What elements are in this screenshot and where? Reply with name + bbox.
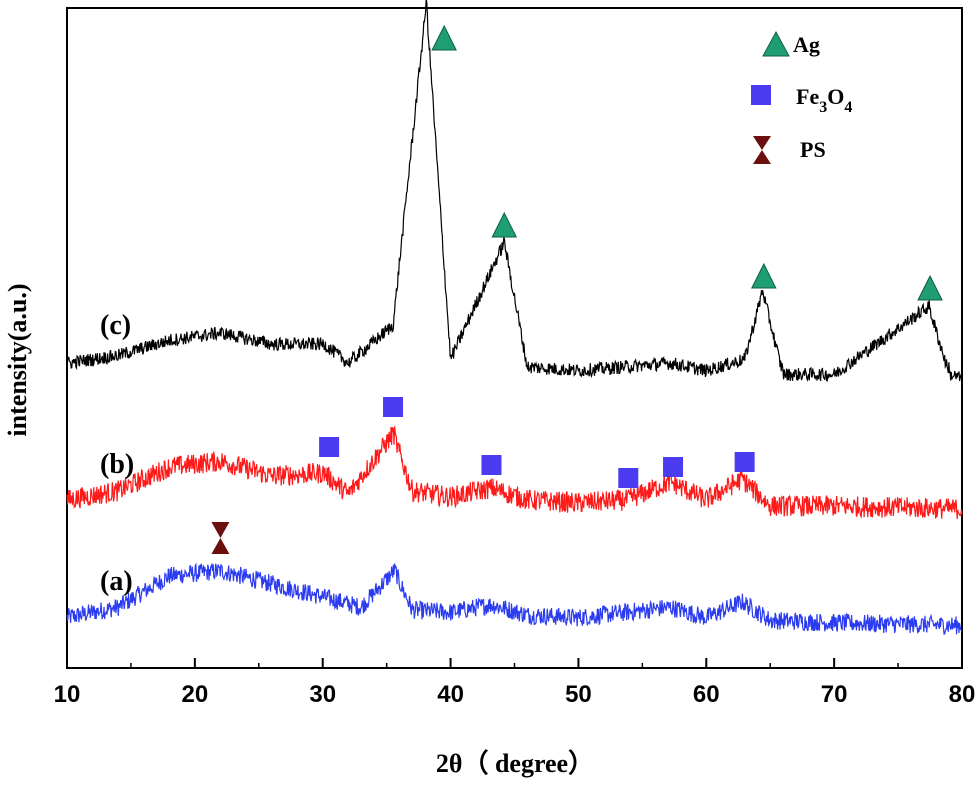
series-line-b: [66, 426, 963, 520]
legend-ag-label: Ag: [793, 32, 820, 57]
x-tick-label: 10: [54, 681, 81, 708]
x-tick-label: 70: [821, 681, 848, 708]
y-axis-title: intensity(a.u.): [3, 283, 32, 436]
series-label-c: (c): [100, 310, 131, 341]
peak-markers: [211, 24, 943, 554]
ag-peak-marker: [431, 24, 457, 51]
series-label-b: (b): [100, 449, 134, 480]
legend-ps-marker-top: [753, 136, 771, 150]
x-tick-label: 50: [565, 681, 592, 708]
series-line-c: [66, 0, 963, 382]
legend-ps-marker-bottom: [753, 150, 771, 164]
x-tick-label: 60: [693, 681, 720, 708]
ag-peak-marker: [917, 274, 943, 301]
x-tick-label: 80: [949, 681, 976, 708]
legend-fe3o4-label: Fe3O4: [796, 84, 852, 116]
fe3o4-peak-marker: [734, 452, 755, 472]
fe3o4-peak-marker: [618, 468, 639, 488]
legend: Ag Fe3O4 PS: [751, 30, 852, 164]
ps-peak-marker-bottom: [211, 538, 230, 554]
fe3o4-peak-marker: [383, 397, 404, 417]
x-tick-label: 40: [437, 681, 464, 708]
series-line-a: [66, 562, 963, 636]
fe3o4-peak-marker: [663, 457, 684, 477]
x-tick-label: 20: [182, 681, 209, 708]
x-tick-label: 30: [309, 681, 336, 708]
legend-ag-marker: [762, 30, 790, 57]
series-layer: [66, 0, 963, 636]
ag-peak-marker: [751, 262, 777, 289]
fe3o4-peak-marker: [481, 455, 502, 475]
x-axis-ticks: 10 20 30 40 50 60 70 80: [54, 658, 976, 708]
fe3o4-peak-marker: [319, 437, 340, 457]
ps-peak-marker-top: [211, 522, 230, 538]
ag-peak-marker: [491, 211, 518, 238]
legend-ps-label: PS: [800, 137, 826, 162]
series-label-a: (a): [100, 566, 133, 597]
x-axis-title: 2θ（ degree）: [436, 749, 594, 778]
legend-fe3o4-marker: [751, 85, 771, 105]
